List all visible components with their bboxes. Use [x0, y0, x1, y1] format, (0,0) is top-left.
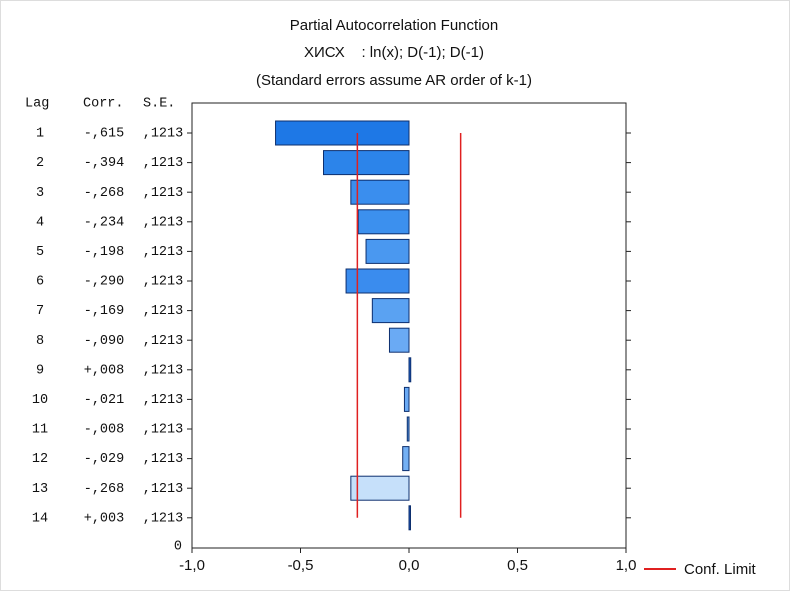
bar [371, 298, 410, 324]
x-tick-label: 0,0 [399, 557, 420, 574]
se-label: ,1213 [143, 156, 184, 171]
column-header: S.E. [143, 97, 175, 112]
bar [323, 150, 410, 176]
corr-label: -,198 [84, 245, 125, 260]
lag-label: 7 [36, 304, 44, 319]
lag-label: 4 [36, 215, 44, 230]
corr-label: -,268 [84, 186, 125, 201]
lag-label: 11 [32, 423, 48, 438]
se-label: ,1213 [143, 334, 184, 349]
bar [275, 120, 410, 146]
bar [408, 505, 411, 531]
corr-label: -,615 [84, 127, 125, 142]
lag-label: 8 [36, 334, 44, 349]
corr-label: -,029 [84, 452, 125, 467]
lag-label: 5 [36, 245, 44, 260]
lag-label: 6 [36, 275, 44, 290]
se-label: ,1213 [143, 452, 184, 467]
corr-label: -,169 [84, 304, 125, 319]
se-label: ,1213 [143, 482, 184, 497]
lag-label: 10 [32, 393, 48, 408]
se-label: ,1213 [143, 511, 184, 526]
bar [403, 386, 410, 412]
se-label: ,1213 [143, 275, 184, 290]
column-header: Lag [25, 97, 49, 112]
se-label: ,1213 [143, 304, 184, 319]
corr-label: -,234 [84, 215, 125, 230]
corr-label: -,008 [84, 423, 125, 438]
bar [406, 416, 410, 442]
corr-label: +,003 [84, 511, 125, 526]
plot-area [191, 102, 627, 549]
x-tick-label: 1,0 [616, 557, 637, 574]
corr-label: -,021 [84, 393, 125, 408]
lag-label: 12 [32, 452, 48, 467]
bar [402, 446, 410, 472]
lag-label: 2 [36, 156, 44, 171]
x-tick-label: -1,0 [179, 557, 205, 574]
chart-note: (Standard errors assume AR order of k-1) [256, 72, 532, 89]
lag-label: 1 [36, 127, 44, 142]
bar [350, 475, 410, 501]
se-label: ,1213 [143, 393, 184, 408]
corr-label: -,394 [84, 156, 125, 171]
se-label: ,1213 [143, 186, 184, 201]
bar [365, 238, 410, 264]
corr-label: -,268 [84, 482, 125, 497]
lag-label: 9 [36, 363, 44, 378]
x-tick-label: -0,5 [288, 557, 314, 574]
bar [408, 357, 412, 383]
corr-label: -,090 [84, 334, 125, 349]
se-label: ,1213 [143, 215, 184, 230]
se-label: ,1213 [143, 245, 184, 260]
lag-label: 13 [32, 482, 48, 497]
column-header: Corr. [83, 97, 124, 112]
bar [345, 268, 410, 294]
se-label: ,1213 [143, 423, 184, 438]
corr-label: -,290 [84, 275, 125, 290]
corr-label: +,008 [84, 363, 125, 378]
lag-label: 14 [32, 511, 48, 526]
chart-subtitle: ХИСХ : ln(x); D(-1); D(-1) [304, 44, 484, 61]
bar [357, 209, 410, 235]
y-tick-label: 0 [174, 540, 182, 555]
bar [388, 327, 410, 353]
x-tick-label: 0,5 [507, 557, 528, 574]
legend-label: Conf. Limit [684, 561, 757, 578]
se-label: ,1213 [143, 363, 184, 378]
se-label: ,1213 [143, 127, 184, 142]
lag-label: 3 [36, 186, 44, 201]
bar [350, 179, 410, 205]
chart-title: Partial Autocorrelation Function [290, 17, 498, 34]
